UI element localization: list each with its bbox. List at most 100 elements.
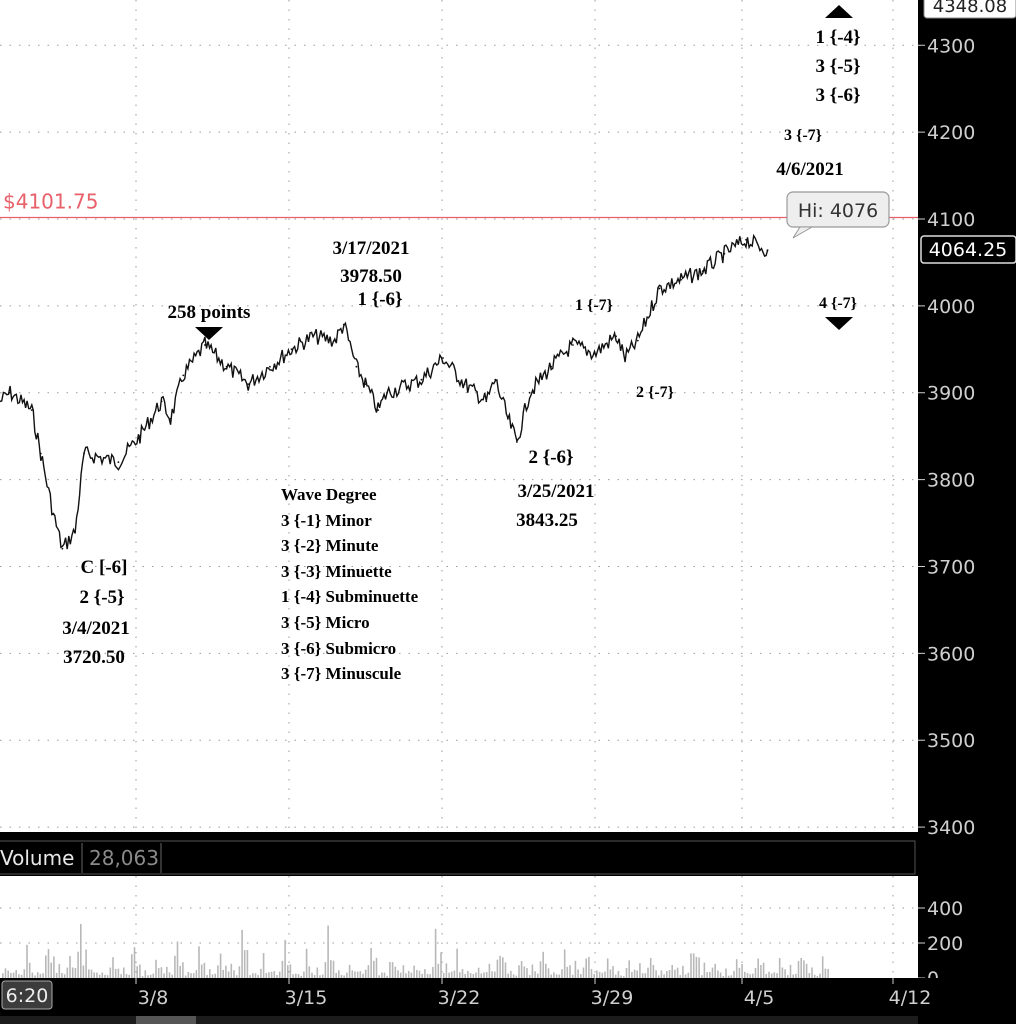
volume-bar	[58, 964, 61, 978]
volume-bar	[252, 973, 254, 978]
volume-bar	[808, 973, 811, 978]
volume-bar	[692, 953, 695, 978]
volume-bar	[778, 958, 781, 978]
volume-bar	[727, 975, 730, 978]
price-point	[624, 357, 626, 359]
volume-bar	[703, 962, 706, 978]
volume-bar	[442, 972, 445, 978]
volume-bars	[2, 923, 829, 978]
volume-bar	[542, 951, 544, 978]
volume-bar	[168, 972, 171, 978]
volume-bar	[528, 975, 531, 978]
volume-bar	[701, 975, 703, 978]
volume-bar	[402, 965, 405, 978]
low-march4-label-3: 3720.50	[63, 647, 125, 668]
price-plot-area	[0, 0, 918, 832]
volume-bar	[278, 971, 281, 978]
volume-bar	[631, 972, 633, 978]
wave-degree-legend: Wave Degree 3 {-1} Minor 3 {-2} Minute 3…	[281, 485, 419, 683]
volume-bar	[106, 975, 109, 978]
volume-bar	[206, 975, 208, 978]
volume-bar	[82, 965, 85, 978]
volume-bar	[287, 965, 289, 978]
volume-bar	[171, 974, 173, 978]
price-axis-panel	[918, 0, 1016, 1024]
price-point	[420, 378, 423, 381]
volume-bar	[717, 970, 719, 978]
volume-bar	[499, 955, 501, 978]
volume-bar	[464, 974, 466, 978]
volume-bar	[472, 974, 475, 978]
volume-bar	[483, 972, 485, 978]
price-tick-label: 4000	[927, 296, 975, 318]
volume-bar	[93, 972, 95, 978]
high-march17-wave: 1 {-6}	[357, 289, 402, 310]
volume-bar	[209, 969, 211, 978]
price-point	[528, 391, 531, 394]
volume-bar	[752, 973, 754, 978]
volume-bar	[494, 971, 496, 978]
legend-title: Wave Degree	[281, 485, 377, 504]
volume-bar	[262, 953, 265, 978]
volume-bar	[512, 974, 515, 978]
volume-bar	[233, 970, 235, 978]
volume-bar	[160, 967, 163, 978]
volume-bar	[518, 965, 520, 978]
volume-bar	[152, 973, 155, 978]
price-point	[342, 323, 345, 326]
volume-bar	[273, 971, 276, 978]
volume-bar	[295, 973, 297, 978]
volume-bar	[424, 969, 426, 978]
price-point	[442, 357, 444, 359]
time-cursor-label: 6:20	[6, 985, 49, 1007]
last-price-box	[920, 235, 1016, 264]
volume-bar	[604, 971, 606, 978]
volume-bar	[20, 974, 23, 978]
volume-bar	[69, 956, 71, 978]
volume-bar	[765, 973, 768, 978]
volume-bar	[23, 969, 26, 978]
volume-bar	[526, 968, 528, 978]
volume-bar	[787, 975, 789, 978]
volume-bar	[190, 973, 192, 978]
volume-bar	[558, 974, 561, 978]
price-point	[30, 409, 33, 411]
price-point	[182, 374, 185, 377]
price-point	[386, 391, 388, 394]
volume-bar	[174, 955, 176, 978]
volume-bar	[655, 970, 657, 978]
volume-bar	[42, 973, 44, 978]
volume-bar	[90, 969, 93, 978]
volume-bar	[354, 971, 356, 978]
price-points	[0, 238, 769, 550]
date-tick-label: 3/29	[591, 987, 634, 1009]
volume-bar	[101, 972, 104, 978]
scroll-track[interactable]	[0, 1016, 918, 1024]
volume-bar	[270, 971, 273, 978]
volume-bar	[7, 970, 9, 978]
volume-bar	[744, 971, 746, 978]
volume-bar	[507, 973, 509, 978]
volume-bar	[381, 972, 383, 978]
price-point	[507, 417, 509, 420]
price-point	[494, 378, 497, 381]
volume-bar	[477, 967, 480, 978]
volume-bar	[768, 971, 770, 978]
volume-bar	[225, 965, 227, 978]
volume-bar	[144, 970, 147, 978]
price-series-line	[0, 233, 769, 550]
volume-bar	[305, 948, 308, 978]
volume-bar	[781, 967, 784, 978]
legend-item: 3 {-2} Minute	[281, 536, 379, 555]
volume-bar	[114, 968, 117, 978]
volume-bar	[601, 972, 604, 978]
volume-bar	[496, 959, 499, 978]
price-point	[516, 441, 518, 443]
scroll-thumb[interactable]	[136, 1016, 196, 1024]
volume-bar	[485, 972, 488, 978]
price-point	[247, 383, 250, 385]
volume-bar	[698, 957, 700, 978]
volume-bar	[725, 968, 727, 978]
volume-bar	[394, 966, 397, 978]
annotations: C [-6] 2 {-5} 3/4/2021 3720.50 258 point…	[62, 5, 861, 683]
